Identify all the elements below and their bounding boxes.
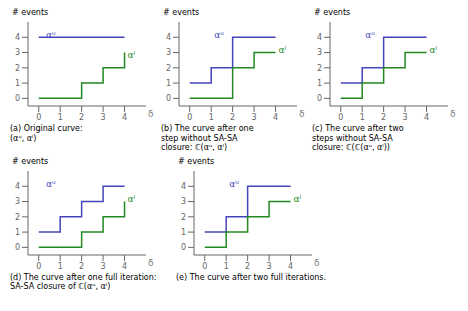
html-text:(e) The curve after two full i: (e) The curve after two full iterations. <box>176 272 327 282</box>
html-text:# events: # events <box>12 156 49 166</box>
svg-text:2: 2 <box>15 64 20 73</box>
svg-text:1: 1 <box>209 113 214 122</box>
svg-text:4: 4 <box>273 113 278 122</box>
svg-text:0: 0 <box>181 243 186 252</box>
svg-text:αˡ: αˡ <box>279 45 287 55</box>
svg-text:3: 3 <box>252 113 257 122</box>
svg-text:2: 2 <box>245 261 250 270</box>
svg-text:4: 4 <box>122 261 127 270</box>
svg-text:αˡ: αˡ <box>128 50 136 60</box>
svg-text:4: 4 <box>122 113 127 122</box>
svg-text:4: 4 <box>15 182 20 191</box>
svg-text:αᵘ: αᵘ <box>46 30 56 40</box>
svg-text:2: 2 <box>79 113 84 122</box>
svg-text:3: 3 <box>15 197 20 206</box>
svg-text:3: 3 <box>267 261 272 270</box>
svg-text:4: 4 <box>166 33 171 42</box>
svg-text:2: 2 <box>79 261 84 270</box>
svg-text:0: 0 <box>187 113 192 122</box>
html-text:(d) The curve after one full i: (d) The curve after one full iteration: … <box>10 272 157 292</box>
svg-text:4: 4 <box>424 113 429 122</box>
svg-text:1: 1 <box>181 228 186 237</box>
svg-text:4: 4 <box>317 33 322 42</box>
svg-text:2: 2 <box>15 212 20 221</box>
html-text:# events: # events <box>178 156 215 166</box>
svg-text:1: 1 <box>360 113 365 122</box>
svg-text:0: 0 <box>15 94 20 103</box>
svg-text:2: 2 <box>230 113 235 122</box>
svg-text:αᵘ: αᵘ <box>365 30 375 40</box>
html-text:# events: # events <box>163 8 200 17</box>
svg-text:1: 1 <box>166 79 171 88</box>
svg-text:0: 0 <box>36 261 41 270</box>
svg-text:1: 1 <box>15 228 20 237</box>
svg-text:αˡ: αˡ <box>128 194 136 204</box>
svg-text:3: 3 <box>101 113 106 122</box>
svg-text:δ: δ <box>148 109 154 119</box>
svg-text:δ: δ <box>314 258 320 268</box>
svg-text:1: 1 <box>224 261 229 270</box>
svg-text:2: 2 <box>381 113 386 122</box>
svg-text:1: 1 <box>15 79 20 88</box>
html-text:(a) Original curve: (αᵘ, αˡ): (a) Original curve: (αᵘ, αˡ) <box>10 124 83 143</box>
svg-text:3: 3 <box>317 48 322 57</box>
svg-text:3: 3 <box>15 48 20 57</box>
svg-text:4: 4 <box>288 261 293 270</box>
svg-text:δ: δ <box>299 109 305 119</box>
html-text:# events: # events <box>314 8 351 17</box>
svg-text:4: 4 <box>181 182 186 191</box>
svg-text:δ: δ <box>148 258 154 268</box>
svg-text:αᵘ: αᵘ <box>46 179 56 189</box>
html-text:# events: # events <box>12 8 49 17</box>
svg-text:0: 0 <box>317 94 322 103</box>
svg-text:3: 3 <box>101 261 106 270</box>
svg-text:2: 2 <box>317 64 322 73</box>
svg-text:1: 1 <box>317 79 322 88</box>
svg-text:0: 0 <box>166 94 171 103</box>
svg-text:3: 3 <box>181 197 186 206</box>
svg-text:2: 2 <box>181 212 186 221</box>
svg-text:4: 4 <box>15 33 20 42</box>
svg-text:αᵘ: αᵘ <box>229 179 239 189</box>
svg-text:0: 0 <box>36 113 41 122</box>
svg-text:3: 3 <box>166 48 171 57</box>
html-text:(c) The curve after two steps: (c) The curve after two steps without SA… <box>312 124 404 153</box>
svg-text:0: 0 <box>202 261 207 270</box>
svg-text:2: 2 <box>166 64 171 73</box>
svg-text:αˡ: αˡ <box>294 194 302 204</box>
svg-text:δ: δ <box>450 109 456 119</box>
svg-text:1: 1 <box>58 261 63 270</box>
svg-text:αˡ: αˡ <box>430 45 438 55</box>
svg-text:3: 3 <box>403 113 408 122</box>
svg-text:1: 1 <box>58 113 63 122</box>
svg-text:αᵘ: αᵘ <box>214 30 224 40</box>
svg-text:0: 0 <box>15 243 20 252</box>
html-text:(b) The curve after one step w: (b) The curve after one step without SA-… <box>161 124 254 153</box>
svg-text:0: 0 <box>338 113 343 122</box>
